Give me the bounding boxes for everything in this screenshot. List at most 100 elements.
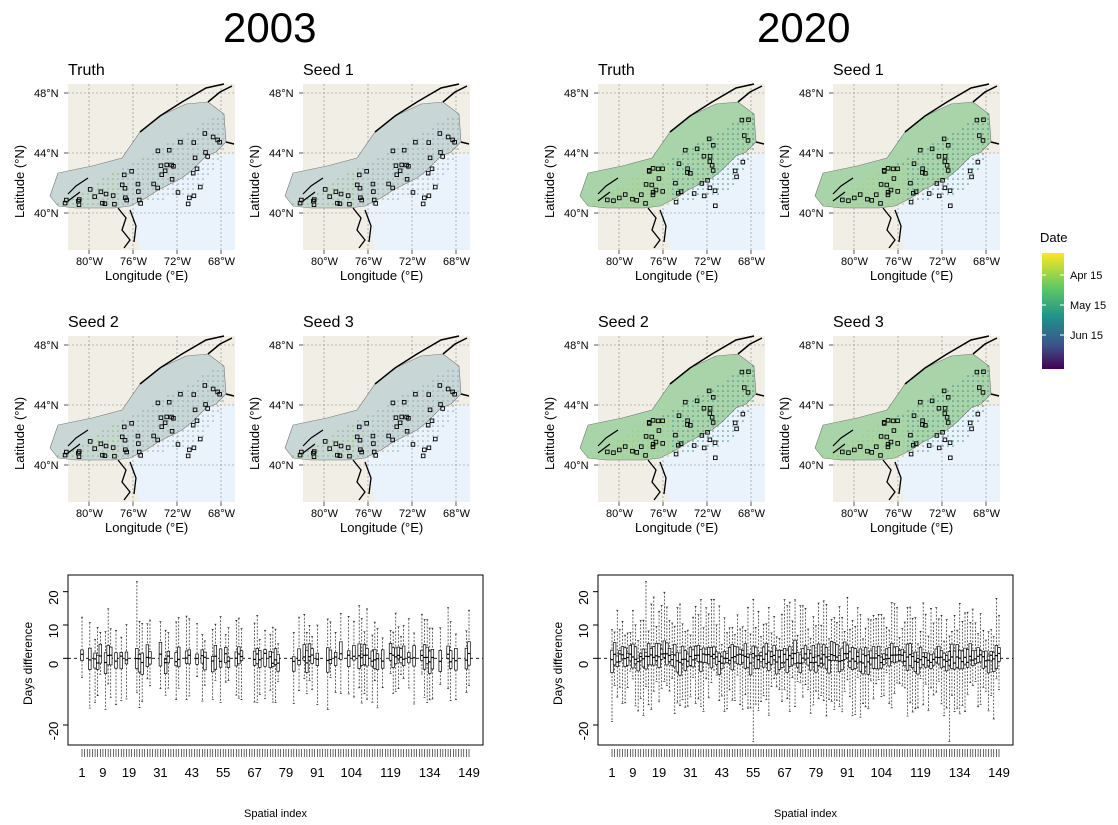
plot-frame <box>67 574 484 746</box>
lake-shore <box>832 429 854 454</box>
coastline <box>669 335 765 397</box>
coastline <box>374 335 470 397</box>
map-panel: Seed 1 80°W 76°W 72°W 68°W 48°N 44°N 40°N Longit… <box>247 62 471 283</box>
grid-dots <box>292 113 459 205</box>
y-axis-label: Days difference <box>551 622 565 705</box>
y-tick-label: 40°N <box>564 460 589 472</box>
y-tick-label: 40°N <box>799 208 824 220</box>
legend-title: Date <box>1040 230 1068 245</box>
x-tick-label: 19 <box>122 765 136 780</box>
x-axis-label: Longitude (°E) <box>340 268 423 283</box>
x-tick-label: 76°W <box>355 508 383 520</box>
panel-title: Truth <box>598 62 635 79</box>
coastline <box>139 335 235 397</box>
x-tick-label: 119 <box>380 765 401 780</box>
x-tick-label: 72°W <box>399 508 427 520</box>
x-tick-label: 68°W <box>208 256 236 268</box>
x-tick-label: 134 <box>949 765 971 780</box>
y-tick-label: 44°N <box>799 148 824 160</box>
x-tick-label: 91 <box>310 765 324 780</box>
map-panel: Truth 80°W 76°W 72°W 68°W 48°N 44°N 40°N Longitu… <box>542 62 766 283</box>
y-tick-label: 44°N <box>564 400 589 412</box>
y-axis-label: Latitude (°N) <box>542 397 557 470</box>
x-tick-label: 72°W <box>694 508 722 520</box>
coastline <box>904 83 1000 145</box>
station-markers <box>297 383 457 459</box>
lake-shore <box>832 177 854 202</box>
x-tick-label: 68°W <box>208 508 236 520</box>
map-panel: Seed 1 80°W 76°W 72°W 68°W 48°N 44°N 40°N Longit… <box>777 62 1001 283</box>
map-panel: Truth 80°W 76°W 72°W 68°W 48°N 44°N 40°N Longitu… <box>12 62 236 283</box>
x-tick-label: 76°W <box>885 508 913 520</box>
y-axis-label: Days difference <box>21 622 35 705</box>
x-tick-label: 55 <box>746 765 760 780</box>
boxes <box>610 581 1001 742</box>
date-legend: Date Apr 15 May 15 Jun 15 <box>1040 230 1118 376</box>
lake-shore <box>67 177 89 202</box>
x-tick-label: 31 <box>683 765 697 780</box>
station-markers <box>62 383 222 459</box>
x-tick-label: 72°W <box>929 508 957 520</box>
coastline <box>139 83 235 145</box>
y-axis-label: Latitude (°N) <box>12 145 27 218</box>
lake-shore <box>302 177 324 202</box>
x-tick-label: 67 <box>777 765 791 780</box>
x-axis-label: Longitude (°E) <box>870 268 953 283</box>
boxes <box>80 581 471 710</box>
x-tick-label: 76°W <box>650 256 678 268</box>
x-tick-label: 104 <box>340 765 362 780</box>
x-axis-label: Longitude (°E) <box>340 520 423 535</box>
x-axis-label: Longitude (°E) <box>635 520 718 535</box>
x-tick-label: 68°W <box>443 256 471 268</box>
x-tick-label: 79 <box>809 765 823 780</box>
x-axis-label: Spatial index <box>774 808 837 820</box>
bay-coast <box>352 207 372 249</box>
y-tick-label: 40°N <box>269 208 294 220</box>
y-tick-label: 20 <box>46 590 61 604</box>
grid-dots <box>822 365 989 457</box>
x-tick-label: 80°W <box>311 256 339 268</box>
x-tick-label: 9 <box>629 765 636 780</box>
x-tick-label: 72°W <box>399 256 427 268</box>
x-tick-label: 80°W <box>311 508 339 520</box>
grid-dots <box>292 365 459 457</box>
year-title-2003: 2003 <box>223 4 317 51</box>
y-tick-label: 48°N <box>34 340 59 352</box>
x-tick-label: 76°W <box>650 508 678 520</box>
y-tick-label: 40°N <box>799 460 824 472</box>
panel-title: Seed 3 <box>303 314 354 331</box>
y-tick-label: 40°N <box>269 460 294 472</box>
coastline <box>904 335 1000 397</box>
x-axis-label: Longitude (°E) <box>870 520 953 535</box>
legend-colorbar: Apr 15 May 15 Jun 15 <box>1042 253 1106 369</box>
x-axis-label: Longitude (°E) <box>105 268 188 283</box>
x-tick-label: 80°W <box>76 256 104 268</box>
x-tick-label: 1 <box>608 765 615 780</box>
x-tick-label: 72°W <box>164 256 192 268</box>
legend-gradient <box>1042 253 1064 369</box>
y-tick-label: 10 <box>576 624 591 638</box>
y-tick-label: 20 <box>576 590 591 604</box>
bay-coast <box>647 459 667 501</box>
station-markers <box>605 117 751 209</box>
bay-coast <box>647 207 667 249</box>
bay-coast <box>882 459 902 501</box>
x-axis-label: Longitude (°E) <box>635 268 718 283</box>
lake-shore <box>597 177 619 202</box>
ocean-area <box>365 153 470 250</box>
x-tick-label: 72°W <box>929 256 957 268</box>
x-tick-label: 76°W <box>885 256 913 268</box>
y-tick-label: 48°N <box>34 88 59 100</box>
x-tick-label: 43 <box>185 765 199 780</box>
y-tick-label: 40°N <box>564 208 589 220</box>
x-tick-label: 80°W <box>76 508 104 520</box>
ocean-area <box>130 153 235 250</box>
x-tick-label: 68°W <box>738 256 766 268</box>
y-tick-label: 40°N <box>34 460 59 472</box>
legend-label-jun15: Jun 15 <box>1070 330 1103 342</box>
x-tick-label: 119 <box>910 765 931 780</box>
y-axis-label: Latitude (°N) <box>777 145 792 218</box>
x-tick-label: 67 <box>247 765 261 780</box>
y-tick-label: -20 <box>576 722 591 741</box>
boxplot-2003: 20 10 0 -20 Days difference 1 9 19 31 43 55 67 79 91 1… <box>21 574 484 820</box>
